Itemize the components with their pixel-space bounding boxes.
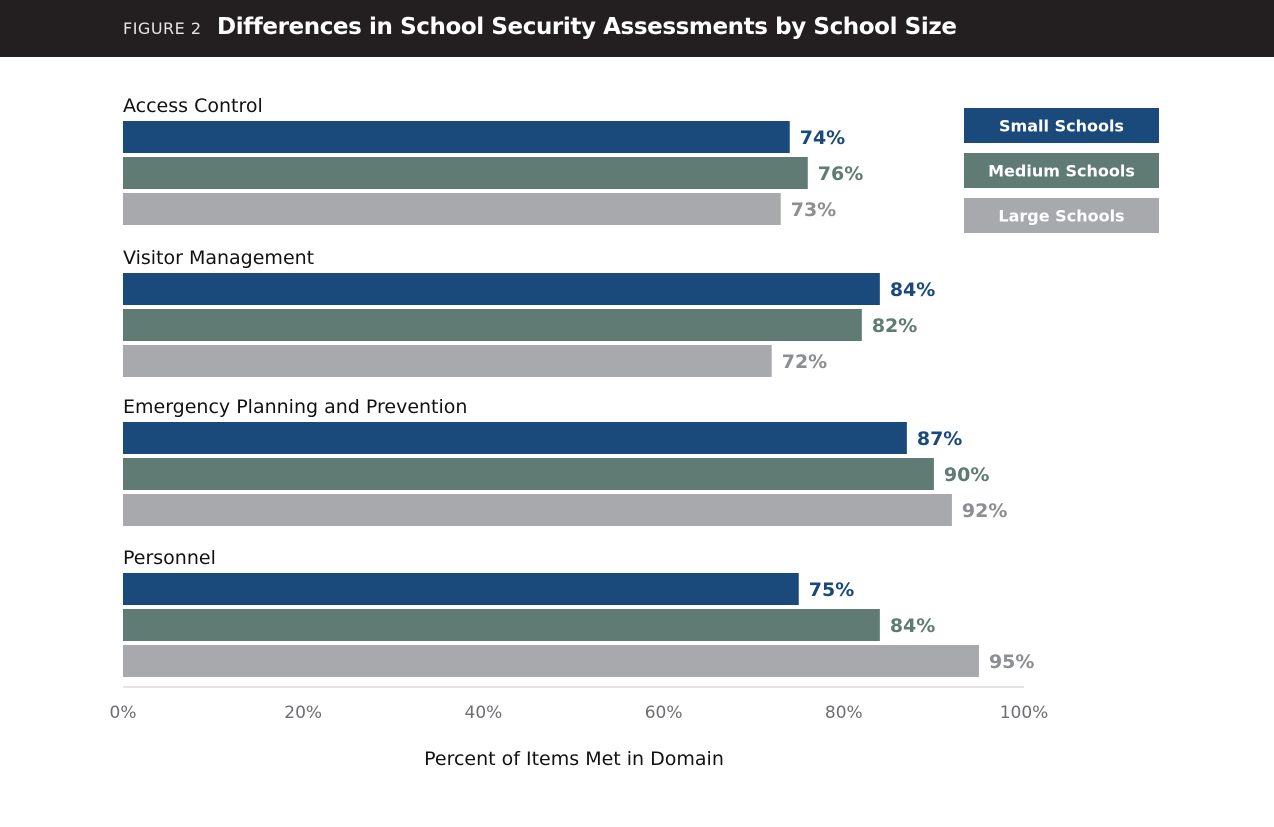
bar-emergency-planning-and-prevention-medium-schools [123,458,934,490]
x-tick-label-0: 0% [110,703,137,723]
bar-visitor-management-medium-schools [123,309,862,341]
category-label-visitor-management: Visitor Management [123,247,314,269]
data-label-visitor-management-small-schools: 84% [890,279,935,301]
legend-swatch-medium-schools [964,153,1159,188]
bar-emergency-planning-and-prevention-small-schools [123,422,907,454]
data-label-access-control-large-schools: 73% [791,199,836,221]
legend-swatch-small-schools [964,108,1159,143]
bar-visitor-management-large-schools [123,345,772,377]
data-label-emergency-planning-and-prevention-large-schools: 92% [962,500,1007,522]
x-tick-label-60: 60% [645,703,683,723]
data-label-visitor-management-large-schools: 72% [782,351,827,373]
data-label-access-control-medium-schools: 76% [818,163,863,185]
bar-personnel-medium-schools [123,609,880,641]
legend-label-large-schools: Large Schools [998,207,1124,226]
data-label-emergency-planning-and-prevention-medium-schools: 90% [944,464,989,486]
legend-swatch-large-schools [964,198,1159,233]
data-label-visitor-management-medium-schools: 82% [872,315,917,337]
bar-visitor-management-small-schools [123,273,880,305]
category-label-emergency-planning-and-prevention: Emergency Planning and Prevention [123,396,467,418]
figure-title: Differences in School Security Assessmen… [217,14,957,40]
bar-emergency-planning-and-prevention-large-schools [123,494,952,526]
data-label-personnel-small-schools: 75% [809,579,854,601]
category-label-access-control: Access Control [123,95,263,117]
category-label-personnel: Personnel [123,547,216,569]
x-tick-label-80: 80% [825,703,863,723]
x-tick-label-20: 20% [284,703,322,723]
bar-access-control-large-schools [123,193,781,225]
x-tick-label-40: 40% [465,703,503,723]
figure-header: FIGURE 2 Differences in School Security … [0,0,1274,57]
data-label-access-control-small-schools: 74% [800,127,845,149]
x-axis-title: Percent of Items Met in Domain [424,748,724,770]
legend-label-medium-schools: Medium Schools [988,162,1135,181]
x-tick-label-100: 100% [1000,703,1049,723]
bar-access-control-small-schools [123,121,790,153]
data-label-personnel-medium-schools: 84% [890,615,935,637]
bar-personnel-large-schools [123,645,979,677]
figure-label: FIGURE 2 [123,19,202,38]
legend-label-small-schools: Small Schools [999,117,1124,136]
bar-personnel-small-schools [123,573,799,605]
bar-access-control-medium-schools [123,157,808,189]
data-label-personnel-large-schools: 95% [989,651,1034,673]
data-label-emergency-planning-and-prevention-small-schools: 87% [917,428,962,450]
